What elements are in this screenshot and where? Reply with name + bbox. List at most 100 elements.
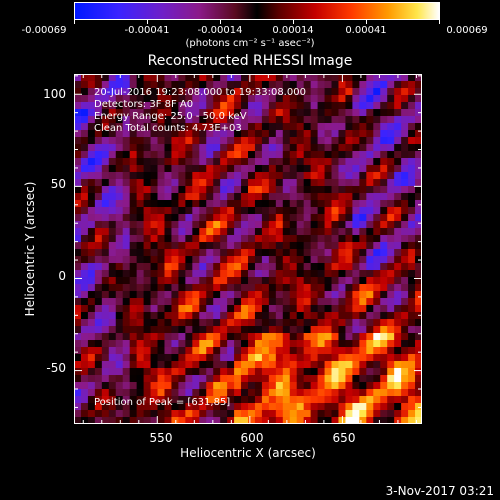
- image-pixel: [338, 263, 346, 271]
- image-pixel: [185, 144, 193, 152]
- image-pixel: [115, 228, 124, 236]
- image-pixel: [143, 165, 151, 173]
- image-pixel: [143, 228, 151, 236]
- image-pixel: [143, 347, 151, 355]
- image-pixel: [185, 347, 193, 355]
- image-pixel: [213, 347, 221, 355]
- image-pixel: [164, 305, 172, 313]
- image-pixel: [366, 263, 374, 271]
- image-pixel: [373, 172, 381, 180]
- image-pixel: [129, 137, 138, 145]
- image-pixel: [324, 326, 332, 334]
- image-pixel: [380, 144, 388, 152]
- image-pixel: [352, 221, 360, 229]
- image-pixel: [164, 179, 172, 187]
- image-pixel: [352, 333, 360, 341]
- image-pixel: [227, 382, 235, 390]
- image-pixel: [338, 186, 346, 194]
- image-pixel: [261, 186, 270, 194]
- image-pixel: [261, 95, 270, 103]
- image-pixel: [296, 361, 305, 369]
- image-pixel: [213, 403, 221, 411]
- image-pixel: [317, 179, 325, 187]
- image-pixel: [394, 186, 402, 194]
- image-pixel: [408, 354, 416, 362]
- image-pixel: [289, 151, 298, 159]
- image-pixel: [303, 389, 312, 397]
- image-pixel: [310, 270, 318, 278]
- image-pixel: [241, 305, 249, 313]
- image-pixel: [373, 214, 381, 222]
- image-pixel: [282, 228, 291, 236]
- image-pixel: [199, 88, 207, 96]
- image-pixel: [317, 137, 325, 145]
- image-pixel: [317, 158, 325, 166]
- image-pixel: [234, 375, 242, 383]
- image-pixel: [199, 130, 207, 138]
- image-pixel: [331, 200, 339, 208]
- image-pixel: [380, 340, 388, 348]
- image-pixel: [143, 116, 151, 124]
- image-pixel: [164, 137, 172, 145]
- image-pixel: [254, 193, 263, 201]
- image-pixel: [108, 123, 117, 131]
- image-pixel: [387, 270, 395, 278]
- image-pixel: [310, 214, 318, 222]
- image-pixel: [282, 291, 291, 299]
- image-pixel: [317, 144, 325, 152]
- image-pixel: [282, 165, 291, 173]
- image-pixel: [80, 193, 89, 201]
- image-pixel: [115, 81, 124, 89]
- image-pixel: [248, 158, 256, 166]
- image-pixel: [310, 81, 318, 89]
- image-pixel: [359, 284, 367, 292]
- image-pixel: [150, 172, 158, 180]
- image-pixel: [234, 186, 242, 194]
- image-pixel: [387, 74, 395, 82]
- image-pixel: [331, 109, 339, 117]
- image-pixel: [303, 361, 312, 369]
- image-pixel: [275, 333, 284, 341]
- image-pixel: [331, 277, 339, 285]
- image-pixel: [373, 326, 381, 334]
- image-pixel: [192, 417, 200, 424]
- image-pixel: [296, 179, 305, 187]
- image-pixel: [143, 130, 151, 138]
- image-pixel: [241, 298, 249, 306]
- image-pixel: [74, 179, 82, 187]
- image-pixel: [80, 102, 89, 110]
- image-pixel: [115, 207, 124, 215]
- image-pixel: [394, 347, 402, 355]
- image-pixel: [380, 130, 388, 138]
- image-pixel: [289, 312, 298, 320]
- image-pixel: [317, 249, 325, 257]
- image-pixel: [108, 263, 117, 271]
- image-pixel: [185, 396, 193, 404]
- image-pixel: [115, 172, 124, 180]
- image-pixel: [310, 88, 318, 96]
- image-pixel: [394, 235, 402, 243]
- image-pixel: [87, 228, 96, 236]
- image-pixel: [275, 417, 284, 424]
- image-pixel: [310, 144, 318, 152]
- image-pixel: [282, 396, 291, 404]
- image-pixel: [380, 347, 388, 355]
- image-pixel: [331, 158, 339, 166]
- image-pixel: [227, 242, 235, 250]
- image-pixel: [415, 200, 422, 208]
- image-pixel: [331, 179, 339, 187]
- image-pixel: [234, 116, 242, 124]
- image-pixel: [129, 403, 138, 411]
- image-pixel: [150, 116, 158, 124]
- image-pixel: [143, 88, 151, 96]
- image-pixel: [359, 116, 367, 124]
- image-pixel: [359, 347, 367, 355]
- image-pixel: [94, 130, 103, 138]
- image-pixel: [108, 186, 117, 194]
- image-pixel: [352, 81, 360, 89]
- image-pixel: [234, 228, 242, 236]
- image-pixel: [310, 137, 318, 145]
- image-pixel: [136, 137, 144, 145]
- image-pixel: [345, 207, 353, 215]
- image-pixel: [352, 88, 360, 96]
